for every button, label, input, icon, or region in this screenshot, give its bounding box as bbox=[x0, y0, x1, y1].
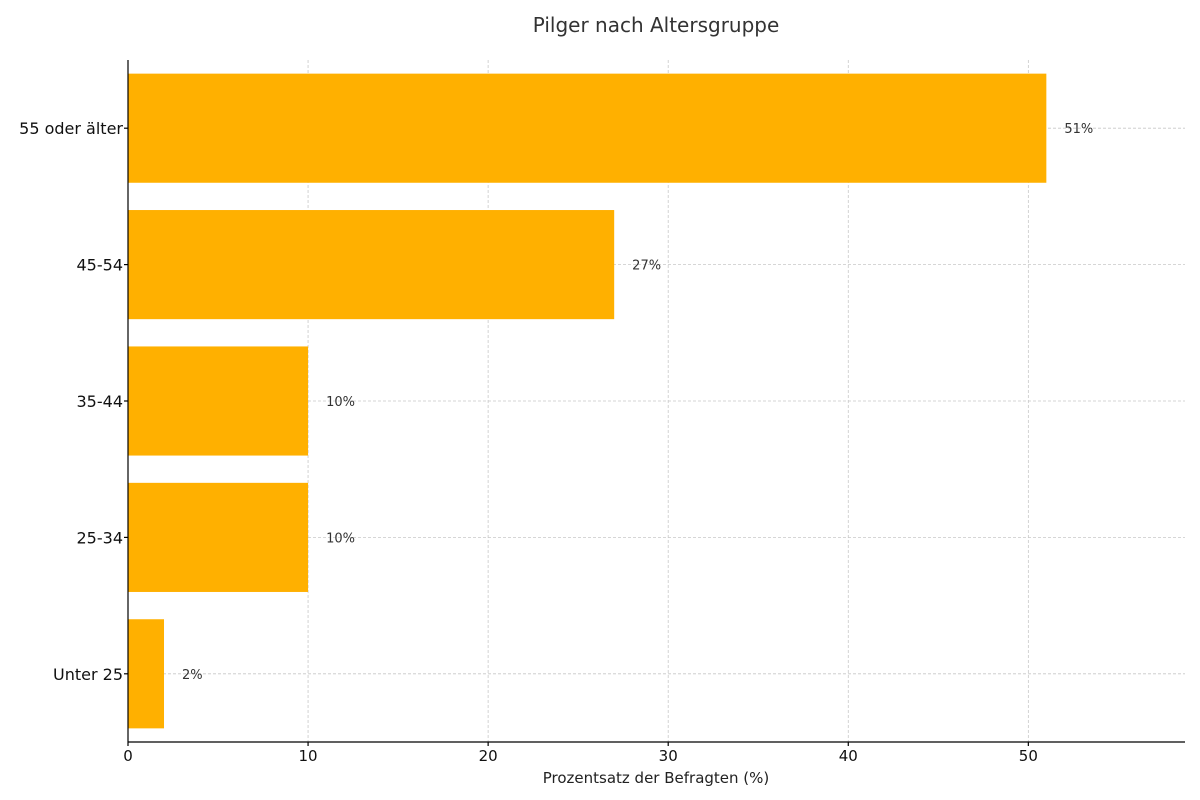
bar-value-label: 10% bbox=[326, 395, 355, 410]
x-tick-label: 0 bbox=[123, 747, 133, 765]
category-label: 35-44 bbox=[77, 392, 124, 411]
data-labels: 51% 27% 10% 10% 2% bbox=[182, 122, 1093, 683]
bar bbox=[128, 619, 165, 729]
category-label: 55 oder älter bbox=[19, 119, 123, 138]
axes bbox=[124, 60, 1185, 746]
bar-value-label: 2% bbox=[182, 668, 203, 683]
bar-value-label: 51% bbox=[1064, 122, 1093, 137]
x-tick-label: 20 bbox=[479, 747, 498, 765]
bar bbox=[128, 210, 615, 320]
bar bbox=[128, 73, 1047, 183]
chart-title: Pilger nach Altersgruppe bbox=[533, 13, 780, 37]
x-tick-label: 10 bbox=[299, 747, 318, 765]
category-label: 45-54 bbox=[77, 256, 124, 275]
x-tick-label: 30 bbox=[659, 747, 678, 765]
x-tick-label: 50 bbox=[1019, 747, 1038, 765]
category-label: Unter 25 bbox=[53, 665, 123, 684]
bar-value-label: 10% bbox=[326, 531, 355, 546]
bar-value-label: 27% bbox=[632, 259, 661, 274]
bar bbox=[128, 346, 309, 456]
category-label: 25-34 bbox=[77, 528, 124, 547]
bars bbox=[128, 73, 1047, 729]
x-tick-label: 40 bbox=[839, 747, 858, 765]
category-labels: 55 oder älter 45-54 35-44 25-34 Unter 25 bbox=[19, 119, 123, 684]
x-tick-labels: 0 10 20 30 40 50 bbox=[123, 747, 1038, 765]
x-axis-title: Prozentsatz der Befragten (%) bbox=[543, 769, 770, 787]
bar bbox=[128, 482, 309, 592]
